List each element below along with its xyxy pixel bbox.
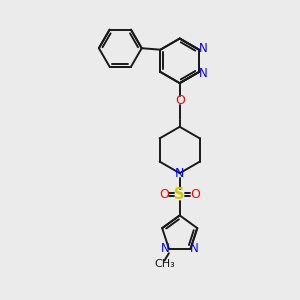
Text: N: N	[161, 242, 170, 255]
Text: N: N	[199, 42, 208, 55]
Text: O: O	[190, 188, 200, 201]
Text: N: N	[199, 67, 208, 80]
Text: N: N	[190, 242, 199, 255]
Text: N: N	[175, 167, 184, 180]
Text: S: S	[175, 187, 185, 202]
Text: O: O	[159, 188, 169, 201]
Text: O: O	[175, 94, 185, 107]
Text: CH₃: CH₃	[154, 259, 175, 269]
